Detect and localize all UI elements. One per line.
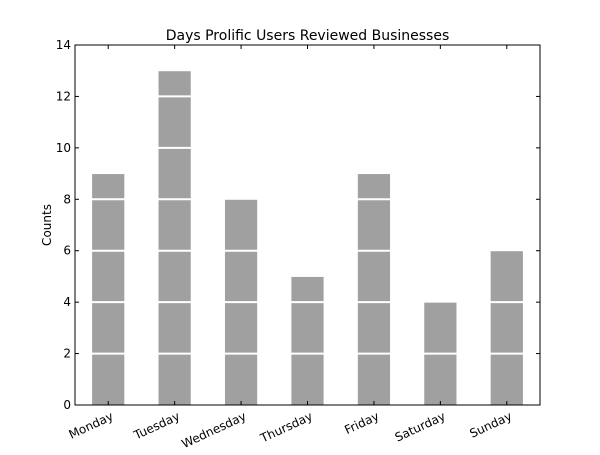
y-tick-label: 2	[63, 347, 71, 361]
bar-sunday	[489, 250, 524, 406]
bar-friday	[356, 173, 392, 406]
chart-title: Days Prolific Users Reviewed Businesses	[166, 28, 450, 44]
bar-thursday	[290, 275, 325, 406]
y-tick-label: 12	[56, 89, 71, 103]
x-tick-label: Tuesday	[131, 409, 182, 443]
x-tick-label: Monday	[67, 409, 116, 442]
x-tick-label: Wednesday	[179, 409, 248, 450]
y-tick-label: 0	[63, 398, 71, 412]
y-tick-label: 4	[63, 295, 71, 309]
y-axis-label: Counts	[40, 204, 54, 246]
bars-layer	[91, 70, 524, 406]
bar-monday	[91, 173, 126, 406]
y-tick-label: 6	[63, 244, 71, 258]
x-tick-label: Thursday	[257, 409, 314, 446]
x-tick-label: Sunday	[467, 409, 514, 441]
x-tick-label: Friday	[342, 409, 381, 437]
y-tick-label: 14	[56, 38, 71, 52]
y-tick-label: 8	[63, 192, 71, 206]
bar-tuesday	[157, 70, 192, 406]
y-tick-label: 10	[56, 141, 71, 155]
x-tick-label: Saturday	[393, 409, 448, 445]
